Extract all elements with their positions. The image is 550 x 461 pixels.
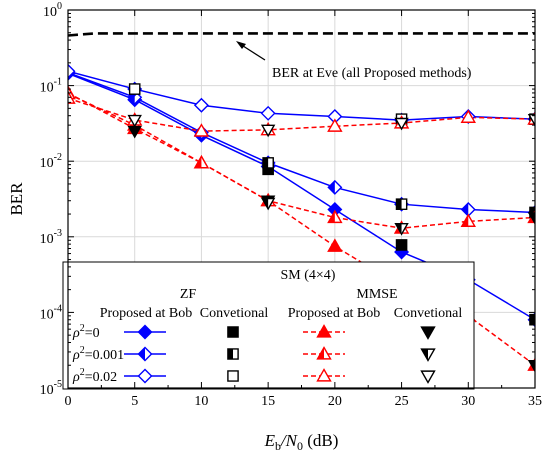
eve-ber-line xyxy=(68,32,535,37)
series-mmse-proposed-0 xyxy=(68,92,535,366)
data-point xyxy=(527,212,535,225)
data-point xyxy=(327,179,343,195)
marker-diamond-filled xyxy=(137,324,153,340)
marker-triangle-down-half xyxy=(420,348,436,362)
annotation: BER at Eve (all Proposed methods) xyxy=(236,41,472,81)
data-point xyxy=(68,90,76,104)
marker-diamond-half xyxy=(137,346,153,362)
data-point xyxy=(262,157,274,169)
data-point xyxy=(193,123,210,137)
data-point xyxy=(394,117,409,131)
marker-triangle-half xyxy=(316,346,332,360)
x-tick-label: 15 xyxy=(261,394,275,409)
series-line xyxy=(68,72,535,214)
legend-rho-label: ρ2=0.001 xyxy=(72,345,124,363)
series-mmse-proposed-1 xyxy=(68,93,535,229)
data-point xyxy=(128,83,141,95)
data-point xyxy=(327,238,343,252)
y-tick-label: 100 xyxy=(43,1,62,20)
legend-col-mmse-proposed: Proposed at Bob xyxy=(288,306,381,321)
marker-diamond-open xyxy=(137,368,153,384)
annotation-arrow-head xyxy=(236,41,246,49)
marker-square-open xyxy=(227,370,239,382)
series-line xyxy=(68,93,535,229)
x-tick-label: 0 xyxy=(65,394,72,409)
data-point xyxy=(395,198,408,210)
legend-zf-label: ZF xyxy=(180,287,197,302)
marker-triangle-down-filled xyxy=(420,326,436,340)
data-point xyxy=(127,114,142,128)
legend-title: SM (4×4) xyxy=(281,268,336,283)
data-point xyxy=(68,63,76,79)
data-point xyxy=(395,239,408,251)
legend-mmse-label: MMSE xyxy=(356,287,397,302)
x-tick-label: 5 xyxy=(131,394,138,409)
data-point xyxy=(260,105,276,121)
x-tick-label: 10 xyxy=(194,394,208,409)
data-point xyxy=(527,113,535,127)
annotation-text: BER at Eve (all Proposed methods) xyxy=(272,66,472,81)
data-point xyxy=(327,209,343,224)
legend: SM (4×4) ZF MMSE Proposed at Bob Convetional… xyxy=(62,261,475,390)
series-line xyxy=(68,97,535,132)
y-axis-label: BER xyxy=(7,182,26,216)
series-markers-mmse-conventional-1 xyxy=(260,197,535,236)
legend-box xyxy=(62,261,475,390)
x-tick-label: 20 xyxy=(328,394,342,409)
axis-labels: BER Eb/N0 (dB) xyxy=(7,182,338,453)
marker-triangle-down-open xyxy=(420,370,436,384)
ticks: 0 5 10 15 20 25 30 35 100 10-1 10-2 10-3 10-4 10-5 xyxy=(40,1,542,409)
series-line xyxy=(68,70,535,121)
y-tick-label: 10-3 xyxy=(40,228,62,247)
y-tick-label: 10-5 xyxy=(40,379,62,398)
data-point xyxy=(460,213,476,227)
x-tick-label: 35 xyxy=(528,394,542,409)
series-zf-proposed-1 xyxy=(68,72,535,214)
marker-square-half xyxy=(227,348,239,360)
series-zf-proposed-2 xyxy=(68,70,535,121)
x-tick-label: 30 xyxy=(461,394,475,409)
series-line xyxy=(68,92,535,366)
data-point xyxy=(527,360,535,373)
series-mmse-proposed-2 xyxy=(68,97,535,132)
legend-rho-label: ρ2=0 xyxy=(72,323,100,341)
marker-square-filled xyxy=(227,326,239,338)
marker-triangle-open xyxy=(316,368,332,382)
data-point xyxy=(327,118,343,132)
data-point xyxy=(394,222,409,236)
data-point xyxy=(193,97,209,113)
y-tick-label: 10-4 xyxy=(40,303,62,322)
legend-col-mmse-conventional: Convetional xyxy=(394,306,463,321)
annotation-arrow-shaft xyxy=(239,43,266,61)
x-axis-label: Eb/N0 (dB) xyxy=(264,431,339,453)
marker-triangle-filled xyxy=(316,324,332,338)
data-point xyxy=(460,109,476,123)
data-point xyxy=(260,197,276,211)
y-tick-label: 10-2 xyxy=(40,152,62,171)
series-markers-mmse-conventional-2 xyxy=(127,113,535,138)
y-tick-label: 10-1 xyxy=(40,77,62,96)
data-point xyxy=(260,124,276,138)
legend-col-zf-conventional: Convetional xyxy=(200,306,269,321)
x-tick-label: 25 xyxy=(395,394,409,409)
legend-col-zf-proposed: Proposed at Bob xyxy=(100,306,193,321)
legend-rho-label: ρ2=0.02 xyxy=(72,367,117,385)
data-point xyxy=(193,154,210,169)
